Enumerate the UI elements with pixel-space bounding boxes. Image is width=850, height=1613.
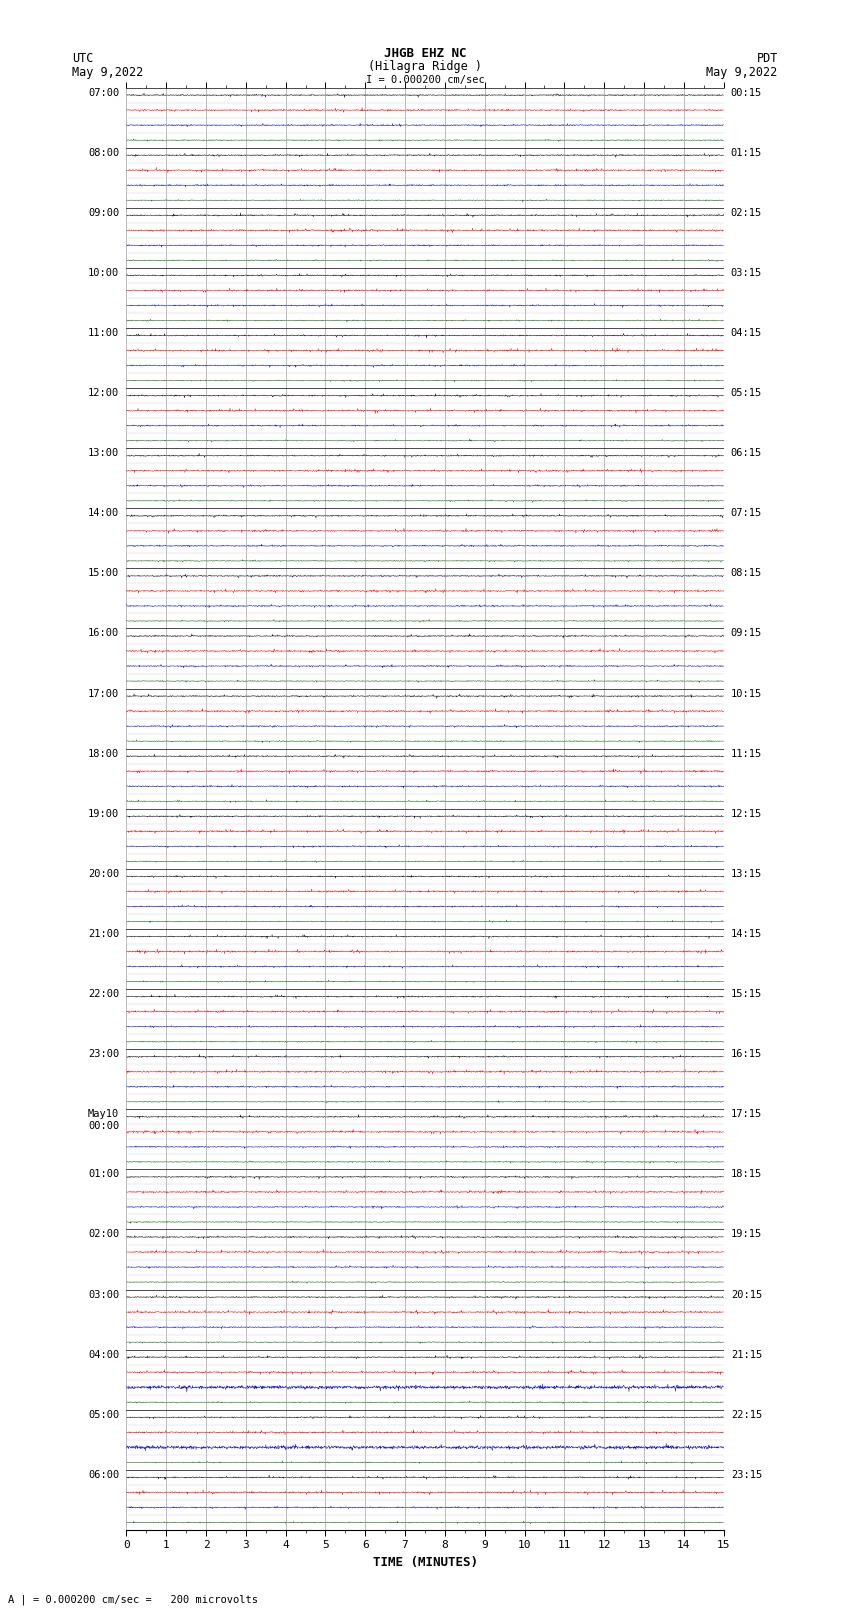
Text: 15:00: 15:00 [88,568,119,579]
Text: 06:15: 06:15 [731,448,762,458]
Text: 11:15: 11:15 [731,748,762,758]
Text: 15:15: 15:15 [731,989,762,998]
Text: 03:15: 03:15 [731,268,762,277]
Text: 17:15: 17:15 [731,1110,762,1119]
Text: 05:00: 05:00 [88,1410,119,1419]
Text: 12:00: 12:00 [88,389,119,398]
Text: 08:15: 08:15 [731,568,762,579]
Text: 10:00: 10:00 [88,268,119,277]
Text: 05:15: 05:15 [731,389,762,398]
Text: 00:15: 00:15 [731,87,762,97]
Text: 23:00: 23:00 [88,1048,119,1060]
Text: 17:00: 17:00 [88,689,119,698]
Text: 13:00: 13:00 [88,448,119,458]
Text: 21:15: 21:15 [731,1350,762,1360]
Text: 07:00: 07:00 [88,87,119,97]
Text: 22:15: 22:15 [731,1410,762,1419]
Text: 18:15: 18:15 [731,1169,762,1179]
Text: 02:15: 02:15 [731,208,762,218]
Text: 19:15: 19:15 [731,1229,762,1239]
Text: 11:00: 11:00 [88,327,119,339]
Text: 09:00: 09:00 [88,208,119,218]
Text: 10:15: 10:15 [731,689,762,698]
Text: 23:15: 23:15 [731,1469,762,1479]
Text: PDT: PDT [756,52,778,65]
Text: May 9,2022: May 9,2022 [72,66,144,79]
Text: 22:00: 22:00 [88,989,119,998]
Text: I = 0.000200 cm/sec: I = 0.000200 cm/sec [366,76,484,85]
Text: JHGB EHZ NC: JHGB EHZ NC [383,47,467,60]
Text: 16:00: 16:00 [88,629,119,639]
Text: May10
00:00: May10 00:00 [88,1110,119,1131]
Text: 20:15: 20:15 [731,1289,762,1300]
Text: 07:15: 07:15 [731,508,762,518]
Text: UTC: UTC [72,52,94,65]
Text: 02:00: 02:00 [88,1229,119,1239]
Text: (Hilagra Ridge ): (Hilagra Ridge ) [368,60,482,73]
Text: 04:15: 04:15 [731,327,762,339]
Text: 09:15: 09:15 [731,629,762,639]
Text: 16:15: 16:15 [731,1048,762,1060]
Text: 13:15: 13:15 [731,869,762,879]
Text: 21:00: 21:00 [88,929,119,939]
Text: A | = 0.000200 cm/sec =   200 microvolts: A | = 0.000200 cm/sec = 200 microvolts [8,1594,258,1605]
Text: 14:15: 14:15 [731,929,762,939]
Text: 01:15: 01:15 [731,148,762,158]
Text: 14:00: 14:00 [88,508,119,518]
Text: 01:00: 01:00 [88,1169,119,1179]
Text: 06:00: 06:00 [88,1469,119,1479]
Text: May 9,2022: May 9,2022 [706,66,778,79]
Text: 18:00: 18:00 [88,748,119,758]
X-axis label: TIME (MINUTES): TIME (MINUTES) [372,1557,478,1569]
Text: 04:00: 04:00 [88,1350,119,1360]
Text: 08:00: 08:00 [88,148,119,158]
Text: 19:00: 19:00 [88,808,119,819]
Text: 20:00: 20:00 [88,869,119,879]
Text: 03:00: 03:00 [88,1289,119,1300]
Text: 12:15: 12:15 [731,808,762,819]
